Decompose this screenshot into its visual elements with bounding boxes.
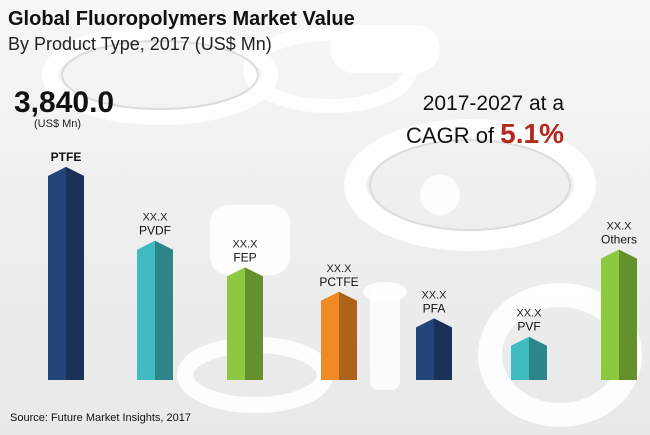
ptfe-unit-label: (US$ Mn) xyxy=(34,118,82,130)
category-label-pvdf: PVDF xyxy=(139,224,171,238)
bar-face-right xyxy=(339,291,357,380)
bar-pfa xyxy=(416,318,452,380)
value-label-pfa: XX.X xyxy=(421,289,447,301)
bar-face-right xyxy=(155,240,173,380)
category-label-ptfe: PTFE xyxy=(51,150,82,164)
bar-face-left xyxy=(48,166,66,380)
bar-pvf xyxy=(511,336,547,380)
value-label-others: XX.X xyxy=(606,221,632,233)
category-label-others: Others xyxy=(601,233,637,247)
bar-pctfe xyxy=(321,291,357,380)
bar-ptfe xyxy=(48,166,84,380)
bar-face-right xyxy=(619,249,637,380)
bar-face-left xyxy=(511,336,529,380)
cagr-period-text: 2017-2027 at a xyxy=(422,92,564,115)
chart-subtitle: By Product Type, 2017 (US$ Mn) xyxy=(8,34,272,54)
bar-face-right xyxy=(66,166,84,380)
bar-face-left xyxy=(416,318,434,380)
cagr-value: 5.1% xyxy=(500,118,564,149)
bar-face-right xyxy=(529,336,547,380)
bar-face-right xyxy=(434,318,452,380)
value-label-pctfe: XX.X xyxy=(326,263,352,275)
bar-pvdf xyxy=(137,240,173,380)
category-label-pfa: PFA xyxy=(423,301,446,315)
value-label-pvf: XX.X xyxy=(516,308,542,320)
category-label-pvf: PVF xyxy=(517,320,540,334)
cagr-prefix: CAGR of xyxy=(406,123,501,148)
bar-fep xyxy=(227,267,263,380)
category-label-pctfe: PCTFE xyxy=(319,275,358,289)
value-label-pvdf: XX.X xyxy=(142,212,168,224)
bar-face-left xyxy=(137,240,155,380)
source-note: Source: Future Market Insights, 2017 xyxy=(10,412,191,424)
cagr-text: CAGR of 5.1% xyxy=(406,118,564,150)
bar-face-left xyxy=(321,291,339,380)
chart-title: Global Fluoropolymers Market Value xyxy=(8,8,355,30)
category-label-fep: FEP xyxy=(233,250,256,264)
bar-face-right xyxy=(245,267,263,380)
bar-others xyxy=(601,249,637,380)
ptfe-value-callout: 3,840.0 xyxy=(14,86,115,119)
bar-face-left xyxy=(227,267,245,380)
bar-face-left xyxy=(601,249,619,380)
value-label-fep: XX.X xyxy=(232,238,258,250)
